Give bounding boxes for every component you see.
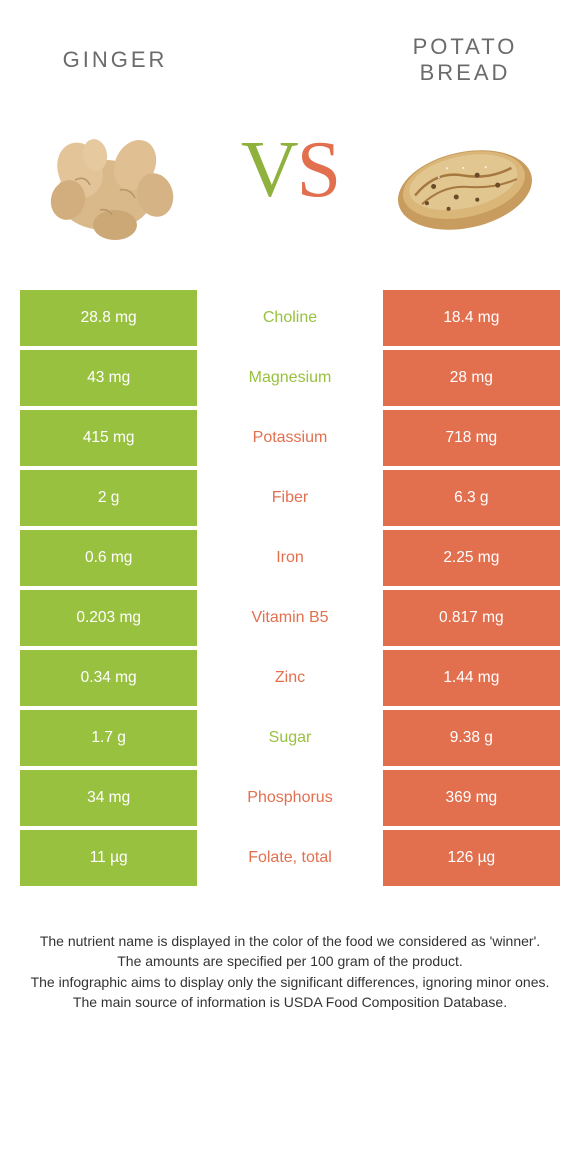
nutrient-name-cell: Fiber	[201, 470, 378, 526]
table-row: 0.34 mgZinc1.44 mg	[20, 650, 560, 706]
footer-line: The infographic aims to display only the…	[30, 972, 550, 992]
footer-line: The main source of information is USDA F…	[30, 992, 550, 1012]
right-value-cell: 1.44 mg	[383, 650, 560, 706]
comparison-table: 28.8 mgCholine18.4 mg43 mgMagnesium28 mg…	[20, 290, 560, 886]
left-value-cell: 28.8 mg	[20, 290, 197, 346]
food-left-title: GINGER	[63, 30, 168, 90]
left-value-cell: 0.34 mg	[20, 650, 197, 706]
left-value-cell: 11 µg	[20, 830, 197, 886]
right-value-cell: 0.817 mg	[383, 590, 560, 646]
nutrient-name-cell: Iron	[201, 530, 378, 586]
right-value-cell: 718 mg	[383, 410, 560, 466]
left-value-cell: 43 mg	[20, 350, 197, 406]
left-value-cell: 0.6 mg	[20, 530, 197, 586]
food-right-image	[380, 100, 550, 260]
nutrient-name-cell: Potassium	[201, 410, 378, 466]
left-value-cell: 1.7 g	[20, 710, 197, 766]
table-row: 43 mgMagnesium28 mg	[20, 350, 560, 406]
left-value-cell: 2 g	[20, 470, 197, 526]
nutrient-name-cell: Folate, total	[201, 830, 378, 886]
right-value-cell: 28 mg	[383, 350, 560, 406]
left-value-cell: 415 mg	[20, 410, 197, 466]
food-right-col: POTATO BREAD	[370, 30, 560, 260]
right-value-cell: 369 mg	[383, 770, 560, 826]
footer-line: The amounts are specified per 100 gram o…	[30, 951, 550, 971]
header: GINGER VS POTATO BREAD	[20, 30, 560, 260]
food-left-image	[30, 100, 200, 260]
vs-label: VS	[241, 125, 339, 216]
right-value-cell: 2.25 mg	[383, 530, 560, 586]
table-row: 0.203 mgVitamin B50.817 mg	[20, 590, 560, 646]
vs-s: S	[297, 126, 340, 214]
food-left-col: GINGER	[20, 30, 210, 260]
table-row: 1.7 gSugar9.38 g	[20, 710, 560, 766]
right-value-cell: 9.38 g	[383, 710, 560, 766]
table-row: 11 µgFolate, total126 µg	[20, 830, 560, 886]
table-row: 0.6 mgIron2.25 mg	[20, 530, 560, 586]
nutrient-name-cell: Choline	[201, 290, 378, 346]
footer-line: The nutrient name is displayed in the co…	[30, 931, 550, 951]
right-value-cell: 18.4 mg	[383, 290, 560, 346]
food-right-title: POTATO BREAD	[413, 30, 518, 90]
left-value-cell: 34 mg	[20, 770, 197, 826]
table-row: 28.8 mgCholine18.4 mg	[20, 290, 560, 346]
nutrient-name-cell: Phosphorus	[201, 770, 378, 826]
nutrient-name-cell: Vitamin B5	[201, 590, 378, 646]
footer-notes: The nutrient name is displayed in the co…	[20, 931, 560, 1012]
nutrient-name-cell: Zinc	[201, 650, 378, 706]
table-row: 415 mgPotassium718 mg	[20, 410, 560, 466]
left-value-cell: 0.203 mg	[20, 590, 197, 646]
table-row: 34 mgPhosphorus369 mg	[20, 770, 560, 826]
table-row: 2 gFiber6.3 g	[20, 470, 560, 526]
nutrient-name-cell: Magnesium	[201, 350, 378, 406]
vs-v: V	[241, 126, 297, 214]
nutrient-name-cell: Sugar	[201, 710, 378, 766]
right-value-cell: 6.3 g	[383, 470, 560, 526]
right-value-cell: 126 µg	[383, 830, 560, 886]
